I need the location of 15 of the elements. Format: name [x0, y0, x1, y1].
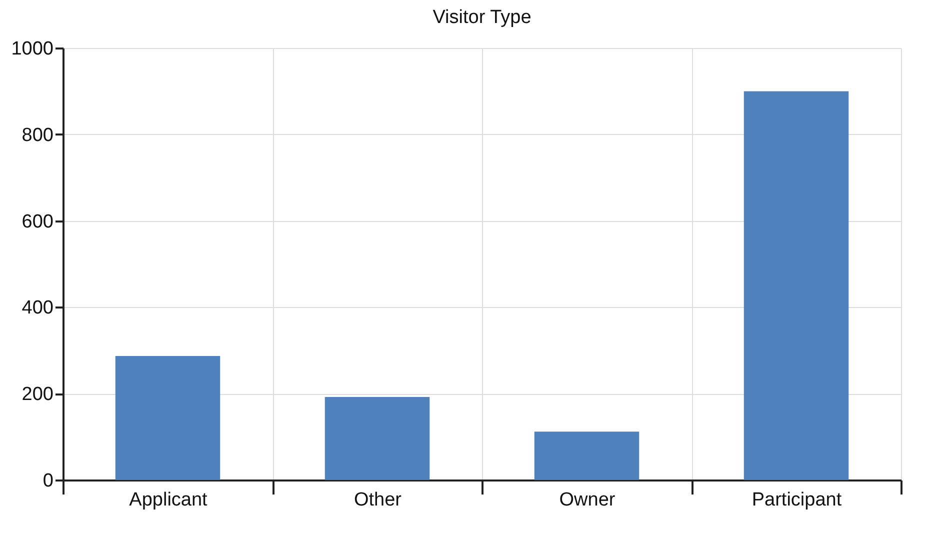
y-tick-label: 400 — [22, 298, 54, 319]
bar — [115, 356, 220, 480]
y-tick-label: 1000 — [11, 38, 54, 60]
y-tick-label: 0 — [42, 470, 54, 492]
x-tick-label: Owner — [559, 490, 616, 510]
y-tick-label: 800 — [22, 124, 54, 146]
x-tick-label: Participant — [752, 490, 842, 510]
y-tick-label: 600 — [22, 211, 54, 232]
y-tick-label: 200 — [22, 384, 54, 406]
x-tick-label: Other — [354, 490, 402, 510]
bar — [744, 91, 849, 480]
bar — [534, 432, 640, 480]
chart-title: Visitor Type — [432, 7, 532, 28]
x-tick-label: Applicant — [129, 490, 208, 510]
bar — [324, 397, 430, 480]
